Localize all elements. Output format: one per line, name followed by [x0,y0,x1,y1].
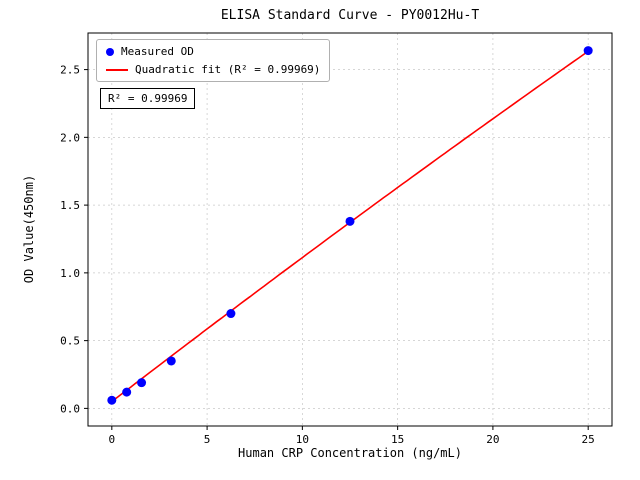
axes-frame [87,32,613,427]
r-squared-annotation: R² = 0.99969 [100,88,196,109]
legend-item-measured-od: Measured OD [106,45,320,58]
x-axis-ticks: 0 5 10 15 20 25 [109,426,595,446]
chart-title: ELISA Standard Curve - PY0012Hu-T [220,8,480,23]
measured-od-points [107,46,593,405]
gridlines [88,33,612,426]
svg-text:2.0: 2.0 [60,131,80,144]
x-axis-label: Human CRP Concentration (ng/mL) [238,446,462,460]
legend-label: Measured OD [121,45,194,58]
svg-text:0.5: 0.5 [60,335,80,348]
svg-text:0: 0 [109,433,116,446]
svg-text:2.5: 2.5 [60,64,80,77]
scatter-marker-icon [106,47,114,56]
svg-text:1.5: 1.5 [60,199,80,212]
y-axis-ticks: 0.0 0.5 1.0 1.5 2.0 2.5 [60,64,88,415]
svg-text:1.0: 1.0 [60,267,80,280]
legend: Measured OD Quadratic fit (R² = 0.99969) [96,39,331,82]
svg-text:25: 25 [582,433,595,446]
svg-text:10: 10 [296,433,309,446]
legend-label: Quadratic fit (R² = 0.99969) [135,63,321,76]
svg-text:15: 15 [391,433,404,446]
svg-text:20: 20 [486,433,499,446]
y-axis-label: OD Value(450nm) [22,174,36,284]
svg-text:5: 5 [204,433,211,446]
legend-item-quadratic-fit: Quadratic fit (R² = 0.99969) [106,63,320,76]
line-swatch-icon [106,68,128,71]
svg-text:0.0: 0.0 [60,402,80,415]
